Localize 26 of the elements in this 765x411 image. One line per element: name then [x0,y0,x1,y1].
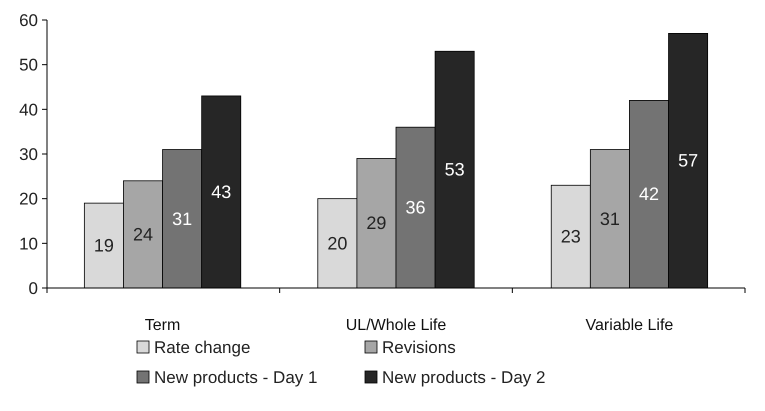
data-label: 29 [366,213,386,234]
data-label: 23 [560,226,581,247]
x-tick-label: UL/Whole Life [346,317,446,334]
data-label: 53 [444,160,465,180]
legend-label: Rate change [154,338,250,357]
legend-label: New products - Day 2 [382,368,546,387]
legend-label: New products - Day 1 [154,368,318,387]
data-label: 43 [211,182,232,202]
y-tick-label: 30 [19,145,38,164]
data-label: 24 [132,224,154,244]
y-tick-label: 40 [19,100,38,120]
data-label: 57 [678,150,698,171]
x-tick-label: Variable Life [586,317,674,334]
y-tick-label: 10 [19,234,38,254]
y-tick-label: 50 [19,56,38,75]
data-label: 36 [406,198,426,218]
y-tick-label: 20 [19,190,38,209]
y-tick-label: 60 [19,11,38,30]
x-tick-label: Term [144,317,180,334]
data-label: 31 [600,208,620,229]
data-label: 19 [94,236,114,256]
legend-label: Revisions [382,338,456,357]
data-label: 20 [327,233,348,254]
data-label: 42 [638,184,660,204]
y-tick-label: 0 [28,279,38,298]
data-label: 31 [172,208,192,229]
